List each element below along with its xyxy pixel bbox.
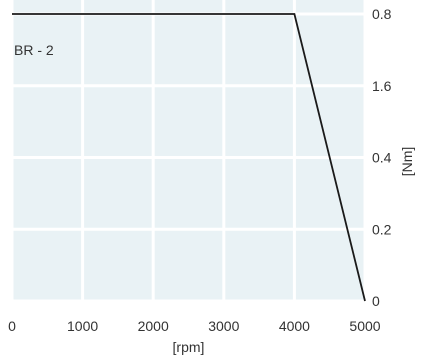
series-lines bbox=[12, 13, 366, 302]
y-tick-label: 0 bbox=[372, 293, 380, 309]
x-tick-label: 1000 bbox=[67, 318, 98, 334]
y-tick-label: 0.4 bbox=[372, 150, 392, 166]
y-tick-label: 1.6 bbox=[372, 78, 392, 94]
x-tick-labels: 0 1000 2000 3000 4000 5000 bbox=[8, 318, 381, 334]
y-tick-label: 0.2 bbox=[372, 221, 392, 237]
x-tick-label: 4000 bbox=[279, 318, 310, 334]
y-tick-labels: 0 0.2 0.4 1.6 0.8 bbox=[372, 6, 392, 309]
x-tick-label: 3000 bbox=[208, 318, 239, 334]
chart-annotation: BR - 2 bbox=[14, 42, 54, 58]
x-tick-label: 0 bbox=[8, 318, 16, 334]
x-tick-label: 5000 bbox=[349, 318, 380, 334]
y-axis-label: [Nm] bbox=[399, 147, 415, 177]
torque-curve-line bbox=[12, 13, 366, 302]
plot-background bbox=[12, 0, 365, 301]
y-tick-label: 0.8 bbox=[372, 6, 392, 22]
x-tick-label: 2000 bbox=[138, 318, 169, 334]
x-axis-label: [rpm] bbox=[173, 339, 205, 355]
